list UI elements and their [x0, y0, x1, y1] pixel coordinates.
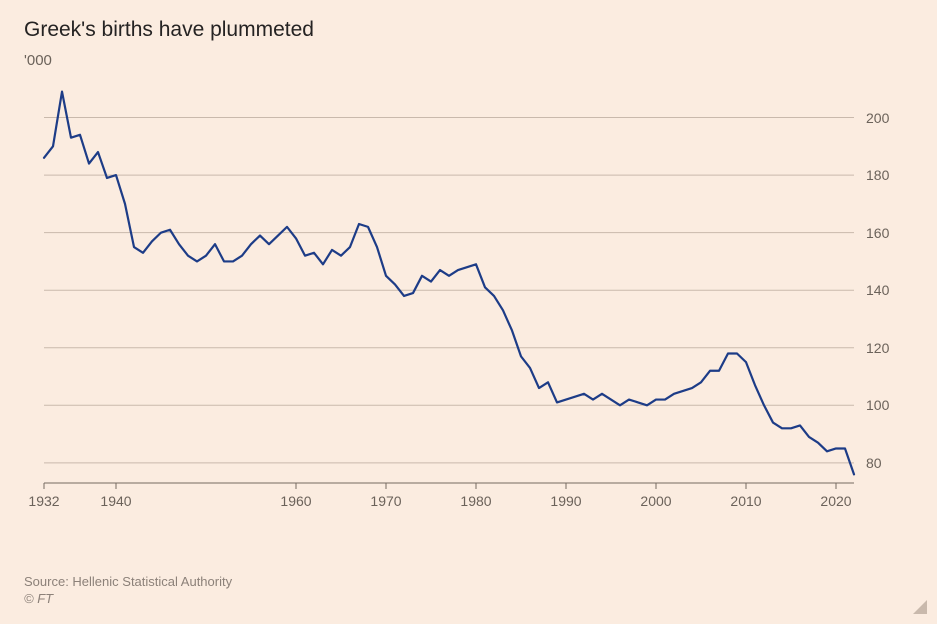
x-tick-label: 1990: [550, 493, 581, 509]
chart-container: Greek's births have plummeted '000 80 100…: [0, 0, 937, 624]
ft-corner-icon: [913, 600, 927, 614]
chart-copyright: © FT: [24, 591, 232, 606]
chart-subtitle: '000: [24, 52, 913, 69]
x-tick-label: 2010: [730, 493, 761, 509]
x-tick-label: 1980: [460, 493, 491, 509]
plot-area: 80 100 120 140 160 180 200 1932 1940 1960 1970 1980…: [28, 77, 908, 517]
x-tick-label: 1940: [100, 493, 131, 509]
data-line: [44, 92, 854, 475]
x-tick-label: 1970: [370, 493, 401, 509]
y-tick-label: 100: [866, 397, 889, 413]
y-tick-label: 120: [866, 340, 889, 356]
y-tick-label: 200: [866, 110, 889, 126]
y-tick-label: 140: [866, 282, 889, 298]
chart-source: Source: Hellenic Statistical Authority: [24, 574, 232, 589]
x-tick-label: 2000: [640, 493, 671, 509]
x-tick-label: 2020: [820, 493, 851, 509]
chart-svg: [28, 77, 908, 517]
y-tick-label: 180: [866, 167, 889, 183]
chart-footer: Source: Hellenic Statistical Authority ©…: [24, 574, 232, 606]
x-tick-label: 1960: [280, 493, 311, 509]
x-tick-label: 1932: [28, 493, 59, 509]
y-tick-label: 80: [866, 455, 882, 471]
y-tick-label: 160: [866, 225, 889, 241]
chart-title: Greek's births have plummeted: [24, 18, 913, 42]
